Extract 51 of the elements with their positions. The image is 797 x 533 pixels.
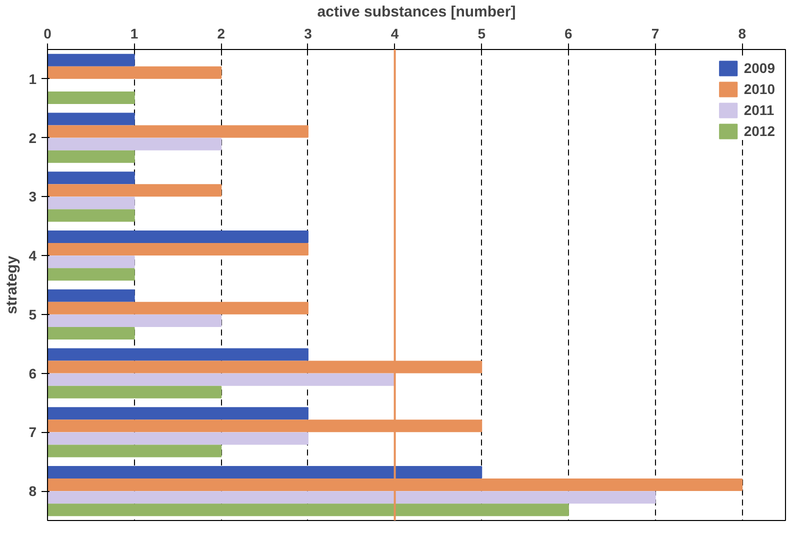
legend-label: 2009 bbox=[744, 60, 775, 76]
legend-label: 2012 bbox=[744, 123, 775, 139]
legend-label: 2010 bbox=[744, 81, 775, 97]
y-tick-label: 5 bbox=[28, 306, 37, 322]
bar bbox=[48, 172, 135, 184]
bar bbox=[48, 289, 135, 302]
bar bbox=[48, 66, 222, 79]
y-axis-title: strategy bbox=[4, 255, 21, 314]
bar bbox=[48, 302, 308, 314]
bar bbox=[48, 373, 396, 386]
bar bbox=[48, 326, 135, 340]
x-tick-label: 7 bbox=[651, 26, 660, 42]
x-tick-label: 5 bbox=[478, 26, 486, 42]
bar bbox=[48, 466, 482, 479]
bar bbox=[48, 256, 135, 268]
bar bbox=[48, 268, 135, 281]
bar bbox=[48, 314, 222, 327]
bar bbox=[48, 386, 222, 398]
y-tick-label: 6 bbox=[28, 365, 37, 382]
bar bbox=[48, 504, 569, 516]
legend-label: 2011 bbox=[744, 102, 774, 118]
bar bbox=[48, 407, 308, 420]
x-tick-label: 4 bbox=[390, 26, 399, 42]
bar bbox=[48, 444, 222, 458]
bar bbox=[48, 91, 135, 104]
bar bbox=[48, 125, 308, 138]
bar bbox=[48, 209, 135, 222]
bar bbox=[48, 112, 135, 126]
x-axis-title: active substances [number] bbox=[317, 4, 516, 20]
y-tick-label: 4 bbox=[28, 248, 37, 264]
x-tick-label: 1 bbox=[130, 26, 138, 42]
y-tick-label: 8 bbox=[28, 483, 37, 500]
x-tick-label: 2 bbox=[217, 26, 226, 42]
bar bbox=[48, 243, 308, 256]
bar bbox=[48, 138, 222, 150]
x-tick-label: 8 bbox=[738, 26, 746, 42]
bar bbox=[48, 150, 135, 163]
x-tick-label: 3 bbox=[304, 26, 312, 42]
bar bbox=[48, 184, 222, 197]
y-tick-label: 7 bbox=[28, 424, 37, 440]
bar bbox=[48, 230, 308, 244]
y-tick-label: 3 bbox=[28, 188, 37, 205]
bar bbox=[48, 491, 656, 504]
bar bbox=[48, 432, 308, 445]
bar bbox=[48, 196, 135, 210]
y-tick-label: 2 bbox=[28, 130, 37, 146]
bar bbox=[48, 54, 135, 66]
y-tick-label: 1 bbox=[28, 70, 37, 87]
bar bbox=[48, 348, 308, 361]
x-tick-label: 6 bbox=[564, 26, 573, 42]
x-tick-label: 0 bbox=[44, 26, 52, 42]
